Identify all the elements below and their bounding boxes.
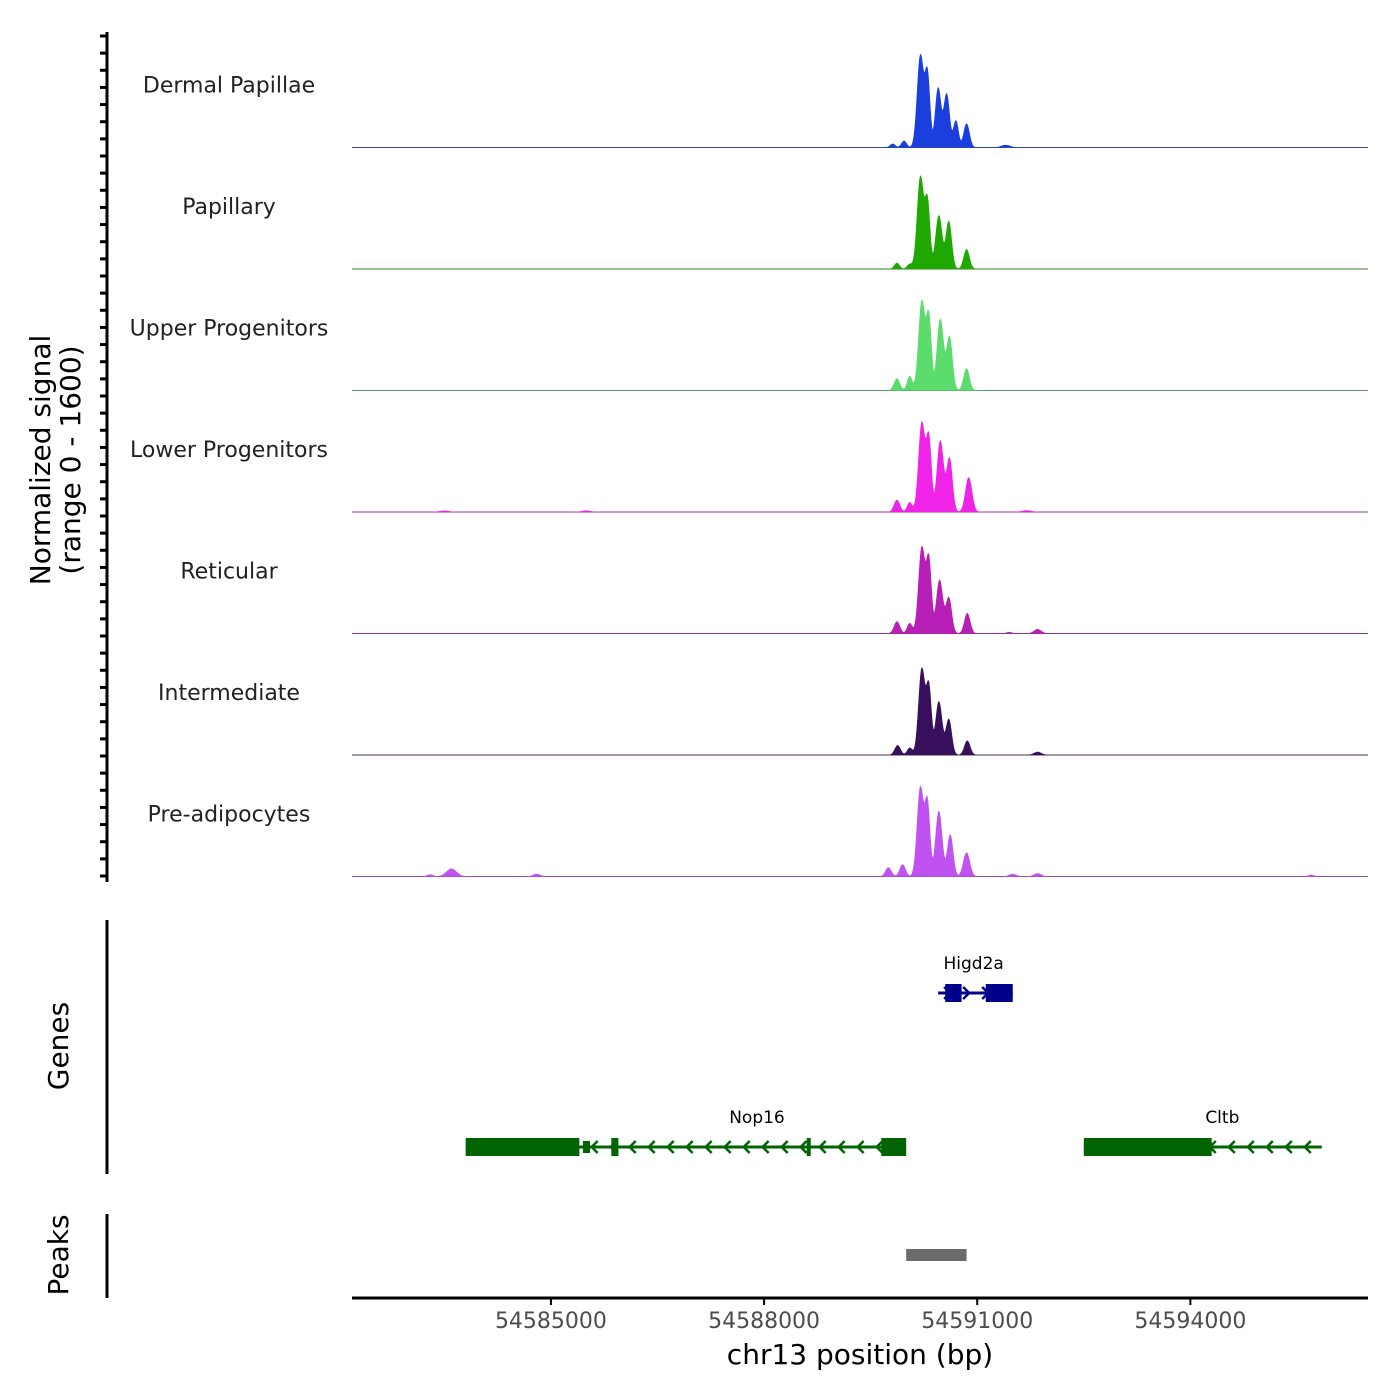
strand-chevron bbox=[836, 1140, 846, 1154]
x-tick-label: 54588000 bbox=[708, 1309, 820, 1334]
strand-chevron bbox=[798, 1140, 808, 1154]
genes-layer: Higd2a Nop16 Cltb bbox=[465, 954, 1322, 1156]
strand-chevron bbox=[874, 1140, 884, 1154]
track-label: Pre-adipocytes bbox=[148, 803, 311, 828]
x-axis-label: chr13 position (bp) bbox=[727, 1338, 993, 1371]
coverage-track: Pre-adipocytes bbox=[148, 785, 1368, 877]
coverage-area bbox=[352, 545, 1368, 634]
strand-chevron bbox=[646, 1140, 656, 1154]
gene-exon bbox=[1083, 1138, 1191, 1156]
coverage-area bbox=[352, 421, 1368, 513]
strand-chevron bbox=[760, 1140, 770, 1154]
gene-exon bbox=[806, 1138, 811, 1156]
strand-chevron bbox=[684, 1140, 694, 1154]
strand-chevron bbox=[1265, 1140, 1274, 1154]
gene-label: Cltb bbox=[1205, 1108, 1239, 1128]
track-label: Upper Progenitors bbox=[130, 317, 329, 342]
strand-chevron bbox=[779, 1140, 789, 1154]
coverage-track: Lower Progenitors bbox=[130, 421, 1368, 513]
coverage-area bbox=[352, 299, 1368, 391]
coverage-tracks: Dermal Papillae Papillary Upper Progenitor… bbox=[130, 53, 1368, 877]
x-axis-ticks: 54585000 54588000 54591000 54594000 bbox=[495, 1298, 1246, 1334]
track-label: Dermal Papillae bbox=[143, 74, 315, 99]
coverage-area bbox=[352, 667, 1368, 756]
coverage-ylabel-line2: (range 0 - 1600) bbox=[54, 345, 87, 574]
gene-exon bbox=[611, 1138, 619, 1156]
strand-chevron bbox=[855, 1140, 865, 1154]
gene-higd2a: Higd2a bbox=[938, 954, 1013, 1002]
strand-chevron bbox=[1227, 1140, 1236, 1154]
peak-region bbox=[906, 1249, 967, 1261]
gene-exon bbox=[1176, 1138, 1212, 1156]
strand-chevron bbox=[589, 1140, 599, 1154]
gene-exon bbox=[985, 984, 1013, 1002]
strand-chevron bbox=[1246, 1140, 1255, 1154]
coverage-track: Dermal Papillae bbox=[143, 53, 1368, 148]
gene-exon bbox=[465, 1138, 580, 1156]
x-tick-label: 54585000 bbox=[495, 1309, 607, 1334]
coverage-area bbox=[352, 785, 1368, 877]
strand-chevron bbox=[741, 1140, 751, 1154]
track-label: Reticular bbox=[180, 560, 278, 585]
gene-exon bbox=[945, 984, 962, 1002]
gene-nop16: Nop16 bbox=[465, 1108, 907, 1156]
coverage-area bbox=[352, 53, 1368, 148]
track-label: Lower Progenitors bbox=[130, 438, 328, 463]
coverage-track: Papillary bbox=[182, 175, 1368, 270]
genes-ylabel: Genes bbox=[42, 1002, 75, 1090]
coverage-y-ticks bbox=[100, 34, 107, 878]
coverage-track: Upper Progenitors bbox=[130, 299, 1368, 391]
strand-chevron bbox=[665, 1140, 675, 1154]
strand-chevron bbox=[1284, 1140, 1293, 1154]
strand-chevron bbox=[627, 1140, 637, 1154]
coverage-ylabel-line1: Normalized signal bbox=[24, 335, 57, 586]
gene-label: Higd2a bbox=[944, 954, 1004, 974]
coverage-track: Reticular bbox=[180, 545, 1368, 634]
x-tick-label: 54594000 bbox=[1134, 1309, 1246, 1334]
strand-chevron bbox=[722, 1140, 732, 1154]
strand-chevron bbox=[817, 1140, 827, 1154]
strand-chevron bbox=[703, 1140, 713, 1154]
track-label: Papillary bbox=[182, 195, 276, 220]
strand-chevron bbox=[1303, 1140, 1312, 1154]
coverage-track: Intermediate bbox=[158, 667, 1368, 756]
strand-chevron bbox=[962, 986, 971, 1000]
gene-exon bbox=[881, 1138, 907, 1156]
gene-cltb: Cltb bbox=[1083, 1108, 1322, 1156]
track-label: Intermediate bbox=[158, 681, 300, 706]
gene-label: Nop16 bbox=[729, 1108, 785, 1128]
peaks-ylabel: Peaks bbox=[42, 1214, 75, 1295]
gene-exon bbox=[582, 1141, 591, 1153]
peaks-layer bbox=[906, 1249, 967, 1261]
x-tick-label: 54591000 bbox=[921, 1309, 1033, 1334]
coverage-area bbox=[352, 175, 1368, 270]
